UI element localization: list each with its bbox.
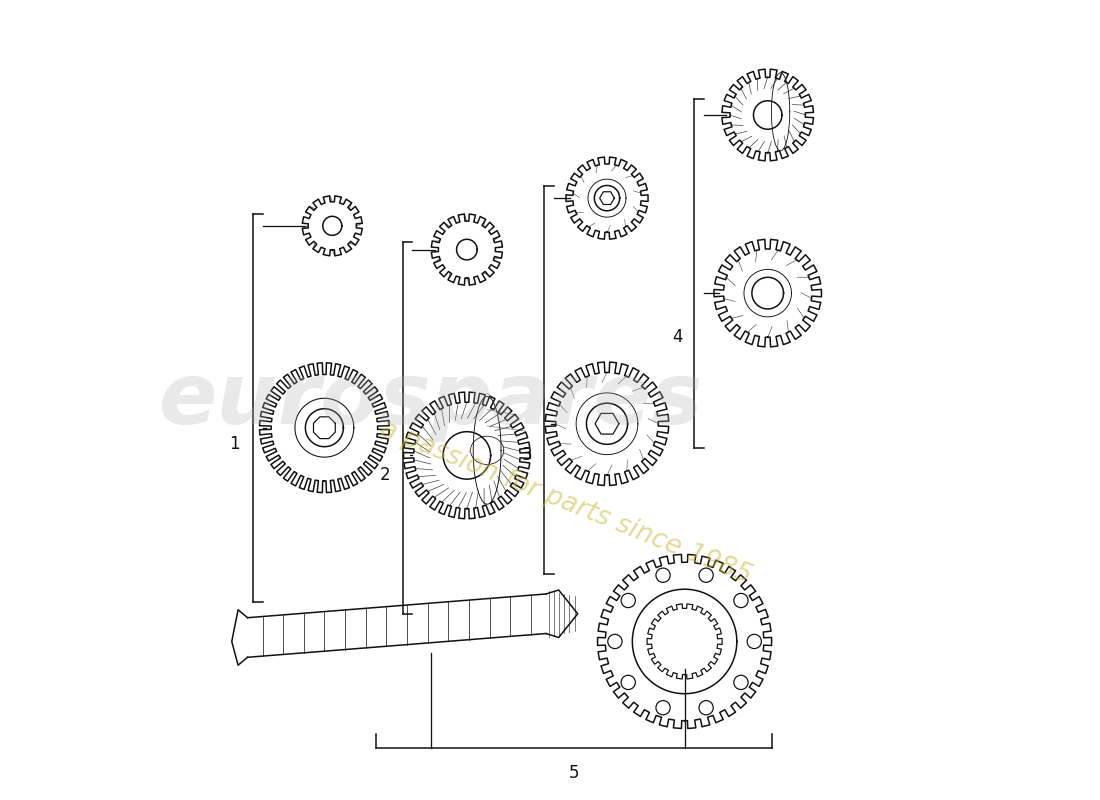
Text: 5: 5 — [569, 764, 579, 782]
Text: eurospares: eurospares — [160, 358, 704, 442]
Text: a passion for parts since 1985: a passion for parts since 1985 — [376, 416, 756, 590]
Text: 4: 4 — [672, 328, 683, 346]
Text: 2: 2 — [379, 466, 390, 484]
Text: 3: 3 — [522, 446, 532, 465]
Text: 1: 1 — [229, 434, 240, 453]
